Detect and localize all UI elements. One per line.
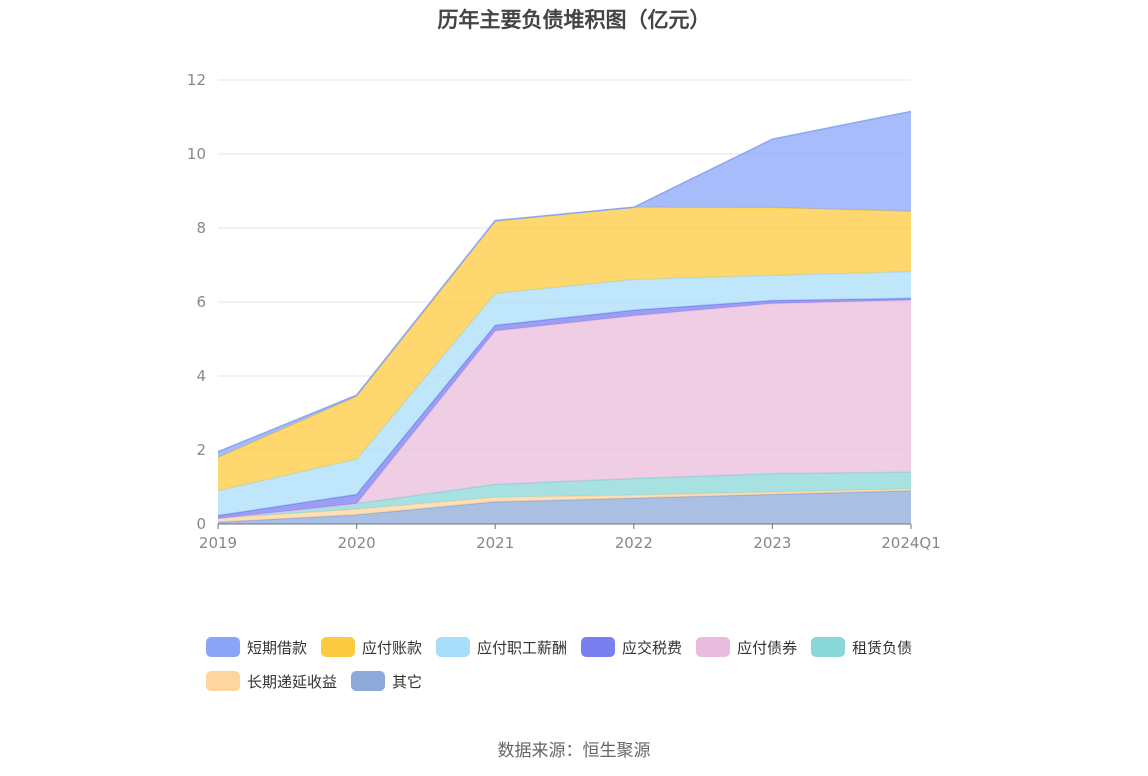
legend-swatch [696,637,731,657]
x-tick-label: 2024Q1 [881,534,941,552]
x-tick-label: 2020 [338,534,376,552]
area-series [218,300,911,519]
data-source-note: 数据来源：恒生聚源 [497,741,651,761]
x-tick-label: 2022 [615,534,653,552]
x-tick-label: 2023 [753,534,791,552]
legend-swatch [351,671,386,691]
chart-legend: 短期借款 应付账款 应付职工薪酬 应交税费 应付债券 租赁负债长期递延收益 其它 [206,637,966,705]
legend-item[interactable]: 短期借款 [206,637,307,657]
legend-label: 应付职工薪酬 [477,638,568,657]
area-series [218,111,911,458]
legend-swatch [206,671,240,691]
legend-item[interactable]: 其它 [351,671,422,691]
y-tick-label: 6 [196,293,206,311]
legend-swatch [206,637,240,657]
x-tick-label: 2021 [476,534,514,552]
area-series [218,207,911,491]
stacked-area-chart: 0 2 4 6 8 10 12 2019 2020 2021 2022 2023 2024Q1 [187,71,941,552]
chart-title: 历年主要负债堆积图（亿元） [437,8,711,32]
legend-swatch [321,637,356,657]
legend-item[interactable]: 应付债券 [696,637,797,657]
y-tick-label: 4 [196,367,206,385]
y-tick-label: 0 [196,515,206,533]
x-tick-label: 2019 [199,534,237,552]
y-tick-label: 8 [196,219,206,237]
legend-swatch [811,637,846,657]
legend-swatch [581,637,616,657]
legend-label: 短期借款 [247,638,308,657]
area-series [218,271,911,516]
legend-label: 租赁负债 [852,638,913,657]
legend-item[interactable]: 长期递延收益 [206,671,337,691]
legend-label: 其它 [392,672,423,691]
legend-item[interactable]: 应付账款 [321,637,422,657]
legend-item[interactable]: 租赁负债 [811,637,912,657]
legend-label: 应付账款 [362,638,423,657]
legend-item[interactable]: 应交税费 [581,637,682,657]
legend-item[interactable]: 应付职工薪酬 [436,637,567,657]
area-series [218,472,911,519]
legend-swatch [436,637,471,657]
legend-label: 长期递延收益 [247,672,338,691]
y-tick-label: 10 [187,145,206,163]
legend-label: 应交税费 [622,638,683,657]
y-tick-label: 2 [196,441,206,459]
area-series [218,488,911,523]
legend-label: 应付债券 [737,638,798,657]
series-line [217,110,912,453]
area-series [218,490,911,524]
y-tick-label: 12 [187,71,206,89]
